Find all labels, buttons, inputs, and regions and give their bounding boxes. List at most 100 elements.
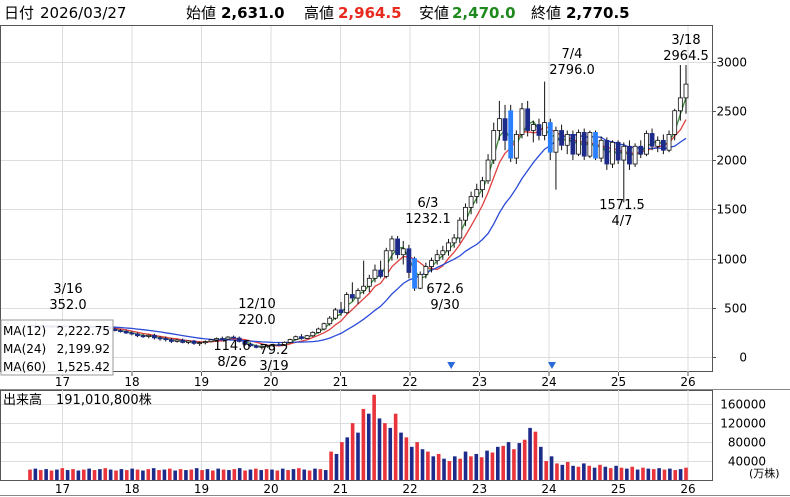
x-tick-label: 26 [680,375,695,389]
candle [536,118,542,141]
candle-body [502,118,508,141]
candle-body [683,83,689,99]
candle [683,64,689,114]
candle [135,332,140,338]
candle-body [542,122,548,136]
candle-body [440,250,446,256]
volume-bar [426,451,430,480]
candle [638,140,644,159]
candle [530,120,536,143]
volume-bar [334,453,339,480]
candle-body [598,139,604,159]
candle [270,343,276,347]
volume-bar [576,466,581,480]
volume-bar [582,463,586,480]
volume-bar [539,446,543,480]
candle [576,129,581,157]
volume-bar [157,470,161,480]
volume-bar [501,445,505,480]
period-marker [447,362,456,369]
candle-body [621,145,627,161]
candle [593,130,598,161]
candle [446,238,451,256]
candle [542,81,548,141]
volume-bar [270,469,274,480]
candle [457,217,463,243]
candle-body [553,130,559,153]
vol-x-tick-label: 17 [55,482,70,496]
open-label: 始値 [186,4,217,22]
candle-body [610,141,615,165]
volume-bar [114,470,118,480]
open-value: 2,631.0 [221,4,285,22]
candle-body [468,196,474,208]
vol-y-tick-label: 160000 [720,398,766,412]
candle [672,108,678,141]
volume-bar [668,468,672,480]
candle-body [242,341,248,345]
candle-body [118,330,123,333]
candle-body [310,331,316,337]
volume-bar [92,470,97,480]
candle [129,331,135,336]
candle-body [372,269,378,279]
volume-bar [442,458,446,480]
candle-body [366,277,372,287]
vol-x-tick-label: 23 [472,482,487,496]
candle-body [287,339,293,343]
price-header: 日付 2026/03/27 始値 2,631.0 高値 2,964.5 安値 2… [0,0,790,26]
candle [236,336,242,343]
volume-bar [243,470,247,480]
volume-bar [377,418,382,480]
candle [349,282,355,302]
volume-bar [651,469,656,480]
candle [366,274,372,293]
candle-body [576,132,581,155]
candle-body [446,242,451,252]
volume-bar [248,469,253,480]
candle-body [168,339,174,342]
candle [513,130,519,165]
candle [140,333,146,338]
volume-bar [646,468,651,480]
candle-body [129,332,135,335]
candle [338,302,344,316]
candle-body [536,124,542,136]
candle-body [293,336,299,340]
candle [163,336,169,342]
candle [429,257,434,273]
volume-bar [635,469,640,480]
candle [423,262,429,279]
volume-bar [555,463,559,480]
candle [202,340,208,345]
annotation-value: 220.0 [238,313,275,328]
legend-name: MA(12) [3,324,46,338]
volume-bar [119,469,124,480]
period-marker [547,362,556,369]
candle [293,335,299,341]
volume-bar [404,437,409,480]
volume-bar [399,432,403,480]
volume-bar [130,468,134,480]
volume-bar [356,432,360,480]
annotation-value: 114.6 [213,339,250,354]
volume-bar [603,466,608,480]
candle-body [627,145,632,165]
candle-body [559,130,564,146]
candle [474,183,480,204]
volume-bar [673,470,678,480]
candle [316,327,321,334]
candle-body [282,342,287,346]
volume-bar [184,470,188,480]
volume-bar [678,469,683,480]
candle [174,339,180,343]
price-frame [0,25,713,372]
axis-labels: 17 17 18 18 19 19 20 20 21 21 22 22 23 23 24 24 25 25 26 26… [55,56,766,497]
candle-body [513,134,519,159]
volume-bar [479,457,484,480]
candle-body [152,334,157,339]
volume-bar [162,469,167,480]
volume-bars [28,394,688,480]
volume-bar [657,468,661,480]
date-label: 日付 [4,4,35,22]
